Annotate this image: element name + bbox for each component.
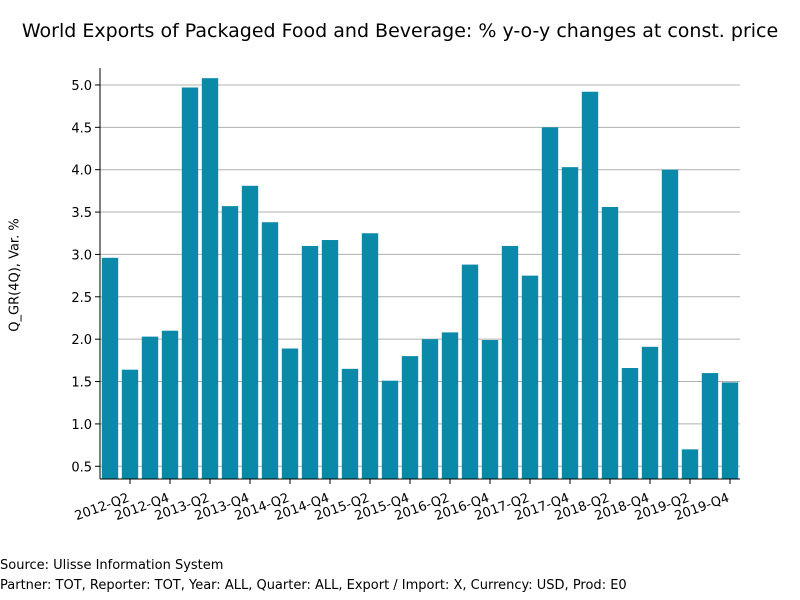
x-axis: 2012-Q22012-Q42013-Q22013-Q42014-Q22014-… (73, 478, 740, 524)
bar-2014-Q3 (301, 245, 319, 479)
bar-2016-Q3 (461, 264, 479, 479)
bar-2019-Q2 (681, 449, 699, 479)
bar-2019-Q1 (661, 169, 679, 479)
y-axis: 0.5 1.0 1.5 2.0 2.5 3.0 3.5 4.0 4.5 5.0 (71, 68, 101, 479)
bar-2016-Q1 (421, 339, 439, 479)
y-tick-label: 1.5 (71, 376, 92, 391)
y-tick-label: 3.5 (71, 206, 92, 221)
bar-2013-Q1 (181, 87, 199, 479)
query-parameters: Partner: TOT, Reporter: TOT, Year: ALL, … (0, 578, 627, 593)
bar-2015-Q1 (341, 368, 359, 479)
y-tick-label: 5.0 (71, 79, 92, 94)
y-tick-label: 1.0 (71, 418, 92, 433)
y-tick-label: 0.5 (71, 460, 92, 475)
bar-2012-Q4 (161, 330, 179, 479)
bar-2016-Q2 (441, 332, 459, 479)
bar-2014-Q2 (281, 348, 299, 479)
chart-title: World Exports of Packaged Food and Bever… (21, 20, 779, 42)
bar-2017-Q4 (561, 167, 579, 480)
y-tick-label: 2.5 (71, 291, 92, 306)
bar-2015-Q3 (381, 380, 399, 479)
bar-2014-Q4 (321, 240, 339, 479)
bar-2013-Q3 (221, 206, 239, 480)
bar-2014-Q1 (261, 222, 279, 479)
bar-2017-Q3 (541, 127, 559, 480)
bar-2015-Q4 (401, 356, 419, 479)
source-note: Source: Ulisse Information System (0, 558, 224, 573)
bar-2012-Q1 (101, 257, 119, 479)
bar-2019-Q4 (721, 382, 739, 479)
bar-2018-Q1 (581, 91, 599, 479)
bar-2012-Q3 (141, 336, 159, 479)
bar-2018-Q2 (601, 206, 619, 479)
bars (101, 78, 739, 480)
y-tick-label: 2.0 (71, 333, 92, 348)
bar-2017-Q2 (521, 275, 539, 479)
bar-2017-Q1 (501, 245, 519, 479)
bar-2019-Q3 (701, 373, 719, 479)
bar-2013-Q4 (241, 185, 259, 479)
y-tick-label: 4.5 (71, 121, 92, 136)
y-tick-label: 3.0 (71, 248, 92, 263)
bar-2012-Q2 (121, 369, 139, 479)
bar-2018-Q4 (641, 346, 659, 479)
bar-2015-Q2 (361, 233, 379, 479)
bar-2016-Q4 (481, 340, 499, 479)
bar-2018-Q3 (621, 367, 639, 479)
y-tick-label: 4.0 (71, 164, 92, 179)
bar-2013-Q2 (201, 78, 219, 480)
